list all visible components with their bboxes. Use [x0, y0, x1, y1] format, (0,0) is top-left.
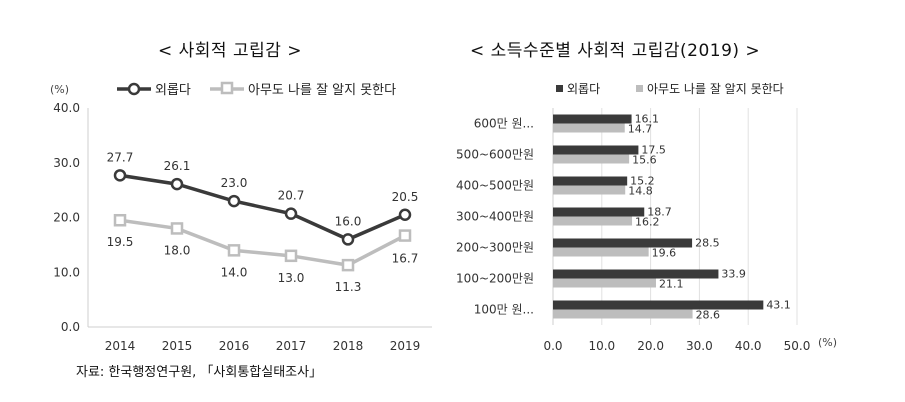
data-label-unknown: 28.6: [696, 309, 721, 322]
bar-lonely: [553, 114, 632, 124]
point-lonely: [170, 177, 184, 191]
x-tick-label: 2018: [333, 339, 364, 353]
bar-lonely: [553, 145, 639, 155]
data-label-unknown: 18.0: [164, 243, 191, 257]
legend-marker-unknown: [220, 81, 234, 95]
data-label-lonely: 16.0: [335, 214, 362, 228]
data-label-lonely: 15.2: [630, 175, 655, 188]
x-tick-label: 2017: [276, 339, 307, 353]
source-note: 자료: 한국행정연구원, 「사회통합실태조사」: [76, 365, 323, 380]
data-label-unknown: 19.6: [652, 247, 677, 260]
data-label-lonely: 27.7: [107, 150, 134, 164]
legend-label-unknown: 아무도 나를 잘 알지 못한다: [248, 83, 396, 98]
data-label-unknown: 16.7: [392, 252, 419, 266]
point-lonely: [341, 233, 355, 246]
data-label-unknown: 19.5: [107, 235, 134, 249]
data-label-unknown: 14.8: [628, 185, 653, 198]
bar-lonely: [553, 176, 628, 186]
x-tick-label: 40.0: [735, 339, 762, 353]
legend-swatch-unknown: [636, 85, 643, 92]
data-label-unknown: 16.2: [635, 216, 660, 229]
bar-unknown: [553, 216, 633, 226]
category-label: 600만 원...: [474, 117, 534, 131]
point-unknown: [398, 229, 412, 242]
bar-lonely: [553, 269, 719, 279]
category-label: 200~300만원: [456, 241, 534, 255]
data-label-lonely: 23.0: [221, 176, 248, 190]
data-label-lonely: 18.7: [647, 206, 672, 219]
bar-unknown: [553, 309, 693, 319]
x-tick-label: 0.0: [543, 339, 562, 353]
x-tick-label: 50.0: [784, 339, 811, 353]
category-label: 100만 원...: [474, 303, 534, 317]
series-line-lonely: [119, 173, 406, 242]
data-label-unknown: 14.7: [628, 123, 653, 136]
x-tick-label: 10.0: [588, 339, 615, 353]
y-tick-label: 30.0: [53, 156, 80, 170]
bar-unknown: [553, 278, 656, 288]
legend-label-lonely: 외롭다: [567, 82, 600, 96]
legend-swatch-lonely: [556, 85, 563, 92]
point-lonely: [398, 208, 412, 222]
point-unknown: [284, 249, 298, 263]
x-tick-label: 2016: [219, 339, 250, 353]
point-unknown: [341, 258, 355, 272]
legend-marker-lonely: [127, 82, 141, 96]
line-chart-title: < 사회적 고립감 >: [158, 41, 303, 61]
data-label-lonely: 26.1: [164, 159, 191, 173]
bar-unknown: [553, 154, 630, 164]
x-tick-label: 2019: [390, 339, 421, 353]
data-label-unknown: 11.3: [335, 280, 362, 294]
x-unit-label: (%): [818, 336, 837, 349]
x-tick-label: 30.0: [686, 339, 713, 353]
legend-label-lonely: 외롭다: [155, 83, 191, 98]
bar-chart-title: < 소득수준별 사회적 고립감(2019) >: [470, 41, 761, 61]
data-label-lonely: 20.7: [278, 189, 305, 203]
bar-lonely: [553, 238, 693, 248]
bar-unknown: [553, 247, 649, 257]
series-line-unknown: [119, 218, 406, 267]
data-label-unknown: 13.0: [278, 271, 305, 285]
legend-label-unknown: 아무도 나를 잘 알지 못한다: [647, 82, 784, 96]
point-lonely: [284, 207, 298, 220]
category-label: 400~500만원: [456, 179, 534, 193]
y-tick-label: 20.0: [53, 211, 80, 225]
bar-lonely: [553, 207, 645, 217]
point-unknown: [227, 244, 241, 257]
data-label-lonely: 33.9: [721, 268, 746, 281]
data-label-unknown: 14.0: [221, 265, 248, 279]
point-unknown: [170, 222, 184, 235]
x-tick-label: 20.0: [637, 339, 664, 353]
bar-unknown: [553, 123, 625, 133]
y-unit-label: (%): [50, 83, 69, 96]
x-tick-label: 2014: [105, 339, 136, 353]
data-label-lonely: 28.5: [695, 237, 720, 250]
data-label-unknown: 15.6: [632, 154, 657, 167]
y-tick-label: 10.0: [53, 265, 80, 279]
category-label: 100~200만원: [456, 272, 534, 286]
point-unknown: [113, 213, 127, 227]
y-tick-label: 0.0: [61, 320, 80, 334]
data-label-unknown: 21.1: [659, 278, 684, 291]
bar-lonely: [553, 300, 764, 310]
data-label-lonely: 43.1: [766, 299, 791, 312]
point-lonely: [113, 169, 127, 182]
y-tick-label: 40.0: [53, 101, 80, 115]
data-label-lonely: 17.5: [641, 144, 666, 157]
x-tick-label: 2015: [162, 339, 193, 353]
category-label: 500~600만원: [456, 148, 534, 162]
bar-unknown: [553, 185, 626, 195]
data-label-lonely: 20.5: [392, 190, 419, 204]
category-label: 300~400만원: [456, 210, 534, 224]
data-label-lonely: 16.1: [635, 113, 660, 126]
point-lonely: [227, 194, 241, 208]
